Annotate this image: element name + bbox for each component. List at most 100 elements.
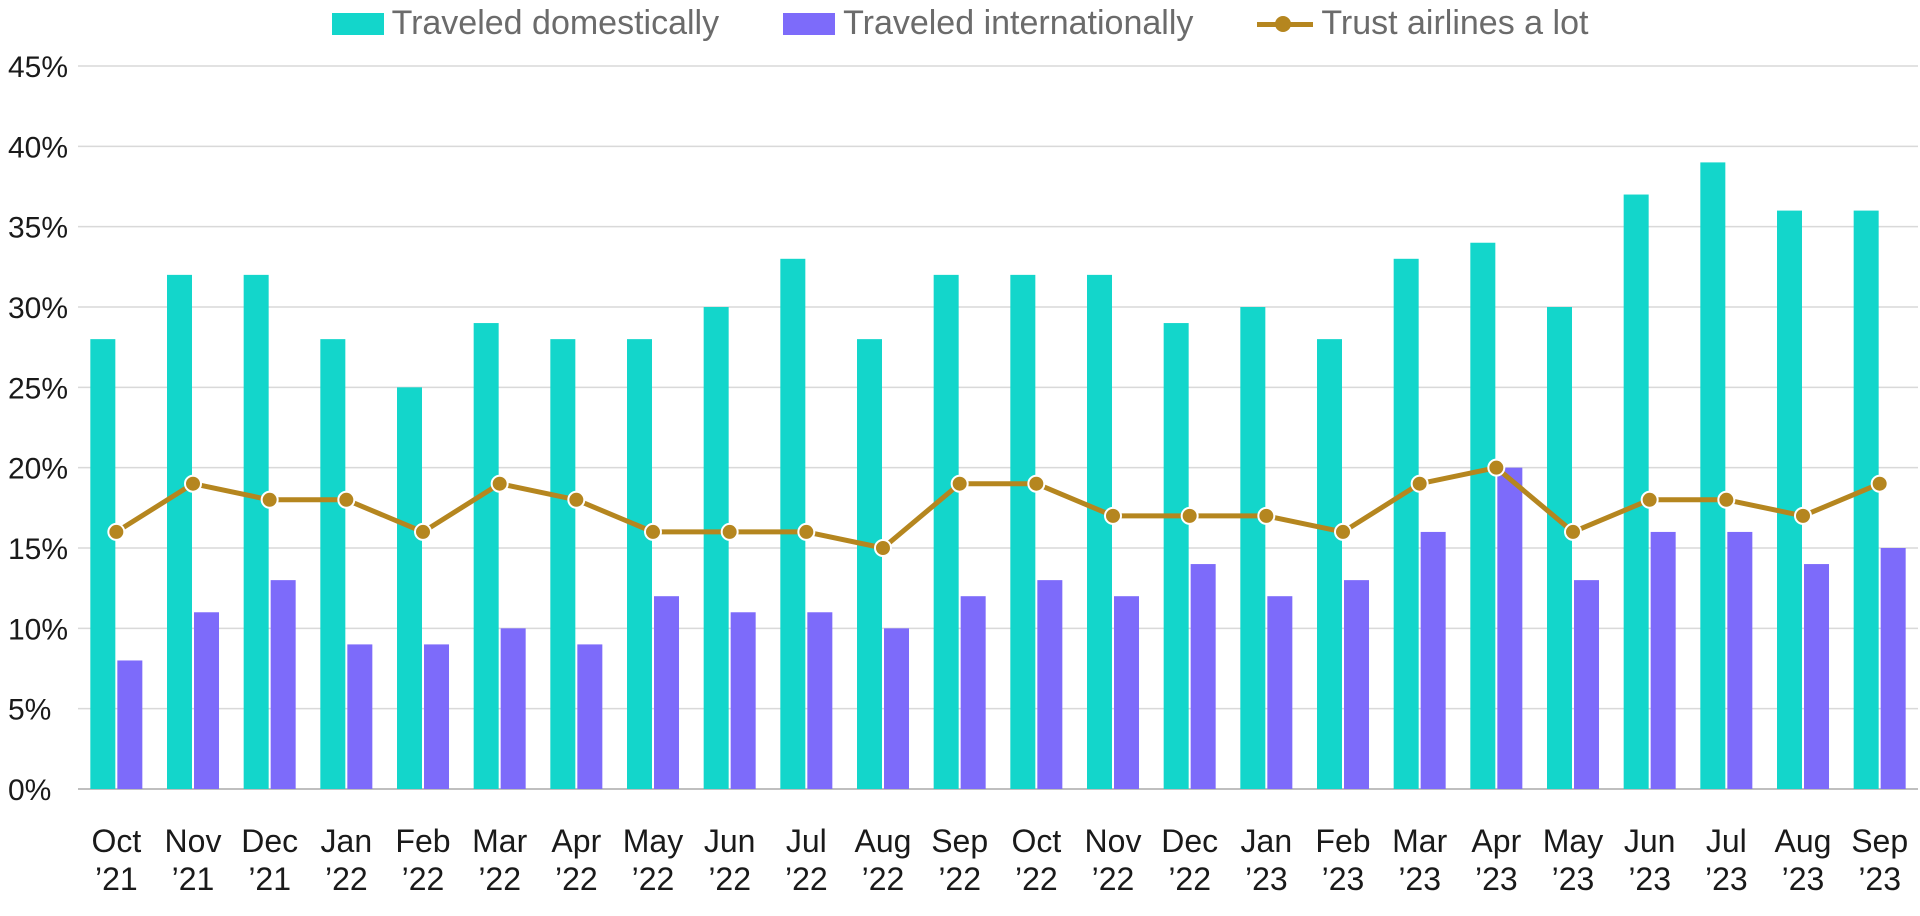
- bar-international: [654, 596, 679, 789]
- point-trust: [567, 490, 586, 509]
- x-tick-label: May ’23: [1543, 823, 1603, 897]
- point-trust: [1104, 506, 1122, 525]
- bar-domestic: [780, 258, 806, 789]
- y-tick-label: 35%: [8, 212, 68, 245]
- x-tick-label: Apr ’22: [551, 823, 601, 897]
- bar-international: [194, 612, 219, 789]
- point-trust: [1410, 474, 1429, 493]
- bar-international: [424, 644, 449, 789]
- x-tick-label: Feb ’23: [1315, 823, 1370, 897]
- x-tick-label: Jul ’22: [785, 823, 828, 897]
- point-trust: [414, 522, 432, 541]
- bar-international: [1880, 548, 1906, 789]
- x-tick-label: May ’22: [623, 823, 683, 897]
- legend-item-international: Traveled internationally: [783, 4, 1193, 43]
- bar-domestic: [1777, 210, 1802, 790]
- x-tick-label: Mar ’23: [1392, 823, 1447, 897]
- bar-international: [730, 612, 756, 789]
- bar-domestic: [1547, 307, 1572, 789]
- bar-domestic: [397, 387, 422, 789]
- y-tick-label: 45%: [8, 51, 68, 84]
- y-tick-label: 40%: [8, 131, 68, 164]
- bar-international: [1497, 467, 1523, 789]
- bar-international: [1650, 531, 1676, 789]
- point-trust: [1640, 490, 1659, 509]
- bar-domestic: [167, 274, 192, 789]
- x-tick-label: Oct ’22: [1011, 823, 1061, 897]
- y-tick-label: 15%: [8, 533, 68, 566]
- bar-international: [807, 612, 833, 789]
- legend-item-domestic: Traveled domestically: [331, 4, 720, 43]
- point-trust: [260, 490, 279, 509]
- bar-international: [117, 660, 143, 789]
- bar-domestic: [1700, 162, 1726, 789]
- bar-international: [960, 596, 986, 789]
- x-tick-label: Jun ’23: [1624, 823, 1676, 897]
- bar-international: [500, 628, 526, 789]
- point-trust: [490, 474, 509, 493]
- bar-international: [884, 628, 909, 789]
- bar-domestic: [1853, 210, 1879, 790]
- bar-domestic: [1470, 242, 1496, 789]
- legend-swatch-trust: [1257, 13, 1314, 35]
- legend-label-domestic: Traveled domestically: [391, 4, 720, 42]
- bar-international: [1344, 580, 1369, 789]
- bar-international: [1190, 564, 1216, 789]
- bar-domestic: [550, 339, 576, 789]
- y-tick-label: 0%: [8, 774, 51, 807]
- x-tick-label: Jan ’23: [1241, 823, 1293, 897]
- bar-international: [1037, 580, 1063, 789]
- x-tick-label: Nov ’21: [165, 823, 222, 897]
- y-tick-label: 30%: [8, 292, 68, 325]
- bar-domestic: [243, 274, 269, 789]
- bar-domestic: [1317, 339, 1342, 789]
- x-tick-label: Dec ’21: [241, 823, 298, 897]
- bar-domestic: [933, 274, 959, 789]
- bar-domestic: [90, 339, 116, 789]
- bar-domestic: [857, 339, 882, 789]
- bar-international: [1114, 596, 1139, 789]
- point-trust: [107, 522, 126, 541]
- bar-domestic: [473, 323, 499, 789]
- point-trust: [1870, 474, 1889, 493]
- legend-label-trust: Trust airlines a lot: [1321, 4, 1589, 42]
- x-tick-label: Mar ’22: [472, 823, 527, 897]
- x-tick-label: Sep ’23: [1851, 823, 1908, 897]
- y-tick-label: 20%: [8, 453, 68, 486]
- legend-label-international: Traveled internationally: [843, 4, 1194, 42]
- point-trust: [797, 522, 816, 541]
- bar-domestic: [1010, 274, 1036, 789]
- x-tick-label: Aug ’23: [1775, 823, 1832, 897]
- bar-international: [347, 644, 373, 789]
- point-trust: [1257, 506, 1276, 525]
- point-trust: [1334, 522, 1352, 541]
- x-tick-label: Apr ’23: [1471, 823, 1521, 897]
- x-tick-label: Jan ’22: [321, 823, 373, 897]
- bar-international: [1420, 531, 1446, 789]
- bar-international: [270, 580, 296, 789]
- point-trust: [874, 539, 892, 557]
- bar-domestic: [703, 307, 729, 789]
- x-tick-label: Sep ’22: [931, 823, 988, 897]
- bar-international: [1804, 564, 1829, 789]
- point-trust: [720, 522, 739, 541]
- x-tick-label: Jun ’22: [704, 823, 756, 897]
- legend-item-trust: Trust airlines a lot: [1257, 4, 1588, 43]
- bar-domestic: [1163, 323, 1189, 789]
- point-trust: [644, 522, 662, 541]
- x-tick-label: Jul ’23: [1705, 823, 1748, 897]
- bar-international: [577, 644, 603, 789]
- point-trust: [1564, 522, 1582, 541]
- x-tick-label: Feb ’22: [395, 823, 450, 897]
- legend-swatch-domestic: [331, 12, 384, 35]
- bar-domestic: [1087, 274, 1112, 789]
- y-tick-label: 25%: [8, 372, 68, 405]
- x-tick-label: Aug ’22: [855, 823, 912, 897]
- point-trust: [950, 474, 969, 493]
- x-tick-label: Nov ’22: [1085, 823, 1142, 897]
- legend-swatch-international: [783, 12, 836, 35]
- bar-domestic: [320, 339, 346, 789]
- point-trust: [184, 474, 202, 493]
